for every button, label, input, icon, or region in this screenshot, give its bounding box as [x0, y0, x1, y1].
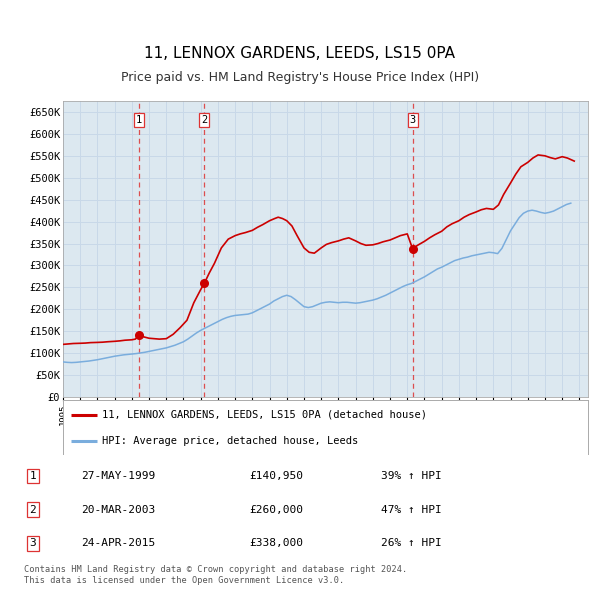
Text: 26% ↑ HPI: 26% ↑ HPI [381, 538, 442, 548]
Text: Contains HM Land Registry data © Crown copyright and database right 2024.
This d: Contains HM Land Registry data © Crown c… [24, 565, 407, 585]
Text: 1: 1 [136, 115, 142, 125]
Text: 1: 1 [29, 471, 37, 481]
Text: £338,000: £338,000 [249, 538, 303, 548]
Text: HPI: Average price, detached house, Leeds: HPI: Average price, detached house, Leed… [103, 436, 359, 446]
Text: 27-MAY-1999: 27-MAY-1999 [81, 471, 155, 481]
Text: £140,950: £140,950 [249, 471, 303, 481]
Text: 24-APR-2015: 24-APR-2015 [81, 538, 155, 548]
Text: £260,000: £260,000 [249, 504, 303, 514]
Text: 11, LENNOX GARDENS, LEEDS, LS15 0PA: 11, LENNOX GARDENS, LEEDS, LS15 0PA [145, 46, 455, 61]
Text: 20-MAR-2003: 20-MAR-2003 [81, 504, 155, 514]
Text: 2: 2 [29, 504, 37, 514]
Text: 3: 3 [29, 538, 37, 548]
Text: 47% ↑ HPI: 47% ↑ HPI [381, 504, 442, 514]
Text: Price paid vs. HM Land Registry's House Price Index (HPI): Price paid vs. HM Land Registry's House … [121, 71, 479, 84]
Text: 2: 2 [202, 115, 208, 125]
Text: 3: 3 [409, 115, 416, 125]
Text: 39% ↑ HPI: 39% ↑ HPI [381, 471, 442, 481]
Text: 11, LENNOX GARDENS, LEEDS, LS15 0PA (detached house): 11, LENNOX GARDENS, LEEDS, LS15 0PA (det… [103, 410, 427, 420]
